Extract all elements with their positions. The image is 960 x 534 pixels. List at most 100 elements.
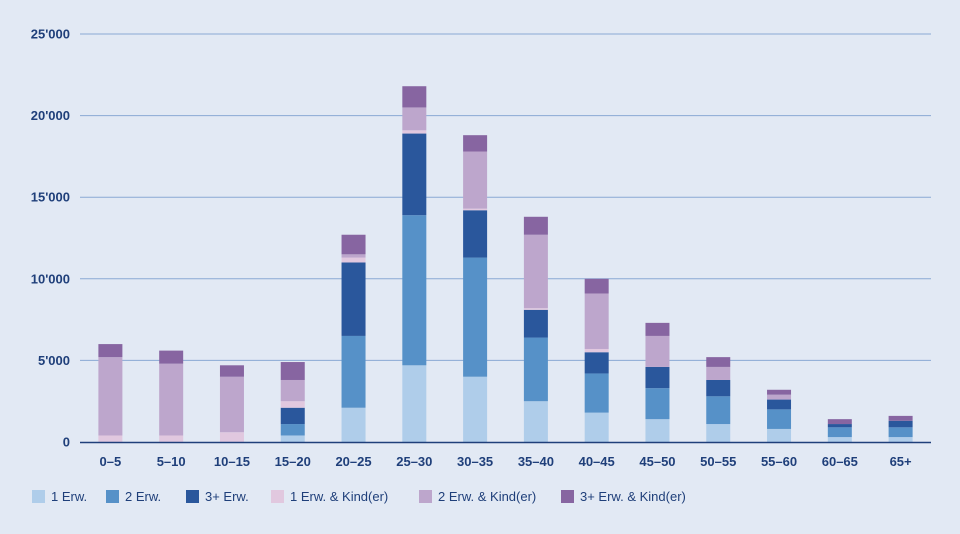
bar-segment	[402, 107, 427, 131]
legend-swatch	[271, 490, 284, 503]
bar-segment	[402, 86, 427, 108]
x-tick-label: 15–20	[275, 454, 311, 469]
legend-label: 3+ Erw.	[205, 489, 249, 504]
y-tick-label: 5'000	[38, 353, 70, 368]
bar-segment	[341, 257, 366, 263]
bar-segment	[341, 335, 366, 408]
bar-segment	[523, 234, 548, 309]
bars	[98, 86, 913, 442]
bar-segment	[463, 210, 488, 258]
bar-segment	[463, 151, 488, 209]
bar-segment	[645, 366, 670, 389]
bar-segment	[888, 437, 913, 442]
bar-segment	[280, 362, 305, 380]
bar-segment	[402, 215, 427, 366]
legend-label: 1 Erw. & Kind(er)	[290, 489, 388, 504]
bar-segment	[645, 322, 670, 336]
y-tick-label: 15'000	[31, 190, 70, 205]
legend-label: 2 Erw. & Kind(er)	[438, 489, 536, 504]
bar-segment	[888, 420, 913, 428]
x-tick-label: 45–50	[639, 454, 675, 469]
legend-label: 2 Erw.	[125, 489, 161, 504]
bar-segment	[827, 437, 852, 442]
bar-segment	[645, 388, 670, 420]
bar-segment	[463, 376, 488, 442]
bar-segment	[645, 419, 670, 442]
bar-segment	[523, 401, 548, 442]
x-tick-label: 25–30	[396, 454, 432, 469]
legend-swatch	[106, 490, 119, 503]
bar-segment	[584, 373, 609, 413]
bar-segment	[341, 254, 366, 258]
x-tick-label: 40–45	[579, 454, 615, 469]
bar-segment	[827, 419, 852, 425]
bar-segment	[523, 216, 548, 235]
legend-swatch	[186, 490, 199, 503]
bar-segment	[827, 427, 852, 438]
legend-swatch	[561, 490, 574, 503]
bar-segment	[888, 427, 913, 438]
bar-segment	[767, 399, 792, 410]
bar-segment	[159, 435, 184, 442]
x-axis-ticks: 0–5 5–10 10–15 15–20 20–25 25–30 30–35 35–40 40–…	[100, 454, 912, 469]
bar-segment	[706, 396, 731, 425]
bar-segment	[584, 293, 609, 349]
x-tick-label: 30–35	[457, 454, 493, 469]
bar-segment	[523, 308, 548, 310]
legend-label: 3+ Erw. & Kind(er)	[580, 489, 686, 504]
bar-segment	[341, 234, 366, 255]
bar-segment	[341, 262, 366, 336]
bar-segment	[463, 257, 488, 377]
bar-segment	[706, 424, 731, 442]
bar-segment	[219, 432, 244, 442]
legend-swatch	[32, 490, 45, 503]
y-tick-label: 10'000	[31, 271, 70, 286]
bar-segment	[280, 401, 305, 408]
bar-segment	[463, 208, 488, 211]
bar-segment	[888, 415, 913, 421]
legend: 1 Erw. 2 Erw. 3+ Erw. 1 Erw. & Kind(er) 2 Er…	[32, 489, 686, 504]
bar-segment	[280, 379, 305, 402]
bar-segment	[98, 435, 123, 442]
bar-segment	[341, 407, 366, 442]
bar-segment	[706, 379, 731, 397]
y-tick-label: 20'000	[31, 108, 70, 123]
bar-segment	[523, 309, 548, 338]
x-tick-label: 5–10	[157, 454, 186, 469]
bar-segment	[523, 337, 548, 402]
x-tick-label: 0–5	[100, 454, 122, 469]
bar-segment	[280, 407, 305, 425]
y-tick-label: 25'000	[31, 27, 70, 42]
x-tick-label: 55–60	[761, 454, 797, 469]
bar-segment	[767, 389, 792, 395]
x-tick-label: 35–40	[518, 454, 554, 469]
bar-segment	[219, 376, 244, 433]
bar-segment	[219, 365, 244, 377]
x-tick-label: 20–25	[335, 454, 371, 469]
bar-segment	[402, 365, 427, 442]
bar-segment	[706, 366, 731, 380]
bar-segment	[645, 335, 670, 367]
x-tick-label: 60–65	[822, 454, 858, 469]
bar-segment	[584, 412, 609, 442]
bar-segment	[584, 352, 609, 374]
bar-segment	[827, 424, 852, 428]
legend-label: 1 Erw.	[51, 489, 87, 504]
bar-segment	[280, 424, 305, 436]
bar-segment	[402, 133, 427, 216]
bar-segment	[767, 428, 792, 442]
grid-lines	[80, 33, 931, 361]
bar-segment	[463, 135, 488, 152]
bar-segment	[159, 350, 184, 364]
x-tick-label: 50–55	[700, 454, 736, 469]
bar-segment	[159, 363, 184, 436]
x-tick-label: 65+	[890, 454, 912, 469]
bar-segment	[402, 130, 427, 134]
x-tick-label: 10–15	[214, 454, 250, 469]
bar-segment	[767, 394, 792, 400]
y-tick-label: 0	[63, 435, 70, 450]
bar-segment	[98, 357, 123, 436]
bar-segment	[98, 344, 123, 358]
bar-segment	[767, 409, 792, 429]
